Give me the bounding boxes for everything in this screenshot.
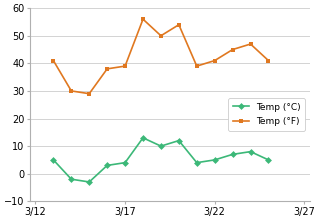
Temp (°C)	[69, 178, 73, 181]
Temp (°F)	[52, 59, 55, 62]
Temp (°C)	[195, 161, 199, 164]
Temp (°F)	[231, 48, 235, 51]
Temp (°F)	[87, 92, 91, 95]
Temp (°F)	[249, 43, 252, 45]
Line: Temp (°F): Temp (°F)	[51, 17, 271, 96]
Temp (°C)	[87, 181, 91, 183]
Temp (°F)	[177, 23, 181, 26]
Temp (°C)	[249, 150, 252, 153]
Temp (°C)	[231, 153, 235, 156]
Temp (°F)	[105, 68, 109, 70]
Temp (°C)	[159, 145, 163, 147]
Temp (°C)	[141, 137, 145, 139]
Temp (°F)	[267, 59, 270, 62]
Legend: Temp (°C), Temp (°F): Temp (°C), Temp (°F)	[228, 98, 305, 131]
Line: Temp (°C): Temp (°C)	[51, 135, 271, 184]
Temp (°C)	[105, 164, 109, 167]
Temp (°C)	[52, 159, 55, 161]
Temp (°F)	[69, 90, 73, 92]
Temp (°F)	[123, 65, 127, 67]
Temp (°C)	[267, 159, 270, 161]
Temp (°F)	[141, 18, 145, 21]
Temp (°C)	[123, 161, 127, 164]
Temp (°F)	[213, 59, 217, 62]
Temp (°C)	[177, 139, 181, 142]
Temp (°F)	[159, 34, 163, 37]
Temp (°C)	[213, 159, 217, 161]
Temp (°F)	[195, 65, 199, 67]
